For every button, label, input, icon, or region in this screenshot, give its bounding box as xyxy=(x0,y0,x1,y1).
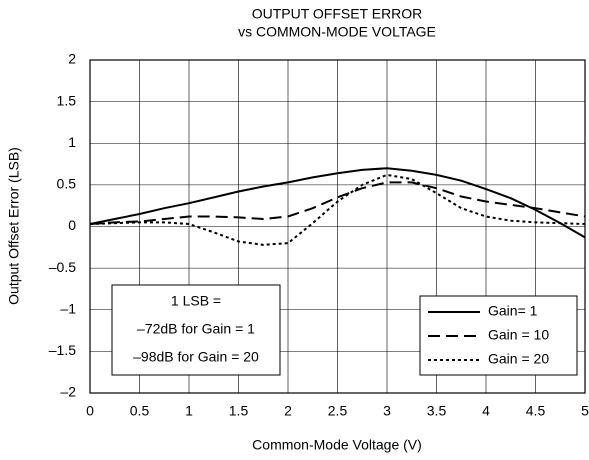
x-tick-label: 5 xyxy=(581,403,589,419)
y-tick-label: 1.5 xyxy=(57,92,77,108)
series-line xyxy=(89,173,586,246)
legend-label: Gain = 10 xyxy=(488,327,549,343)
x-tick-label: 2.5 xyxy=(328,403,348,419)
y-tick-label: –0.5 xyxy=(49,259,76,275)
legend-label: Gain = 20 xyxy=(488,351,549,367)
y-tick-label: –1.5 xyxy=(49,342,76,358)
x-tick-label: 0 xyxy=(86,403,94,419)
y-tick-label: –2 xyxy=(60,384,76,400)
x-tick-label: 0.5 xyxy=(130,403,150,419)
x-tick-label: 4 xyxy=(482,403,490,419)
y-axis-label: Output Offset Error (LSB) xyxy=(6,147,22,305)
legend-label: Gain= 1 xyxy=(488,303,538,319)
x-axis-label: Common-Mode Voltage (V) xyxy=(252,437,422,453)
x-tick-label: 3 xyxy=(383,403,391,419)
series-line xyxy=(89,167,586,239)
x-tick-label: 4.5 xyxy=(526,403,546,419)
chart-title: vs COMMON-MODE VOLTAGE xyxy=(238,24,436,40)
y-tick-label: 1 xyxy=(68,134,76,150)
y-tick-label: –1 xyxy=(60,300,76,316)
x-tick-label: 2 xyxy=(284,403,292,419)
y-tick-label: 0.5 xyxy=(57,176,77,192)
chart-title: OUTPUT OFFSET ERROR xyxy=(252,6,423,22)
annotation-box xyxy=(111,284,281,376)
annotation: –72dB for Gain = 1 xyxy=(137,321,255,337)
plot-frame xyxy=(89,59,586,394)
x-tick-label: 1 xyxy=(185,403,193,419)
x-tick-label: 3.5 xyxy=(427,403,447,419)
annotation: 1 LSB = xyxy=(171,293,221,309)
annotation: –98dB for Gain = 20 xyxy=(133,349,259,365)
x-tick-label: 1.5 xyxy=(229,403,249,419)
y-tick-label: 0 xyxy=(68,217,76,233)
series-line xyxy=(89,181,586,226)
y-tick-label: 2 xyxy=(68,51,76,67)
